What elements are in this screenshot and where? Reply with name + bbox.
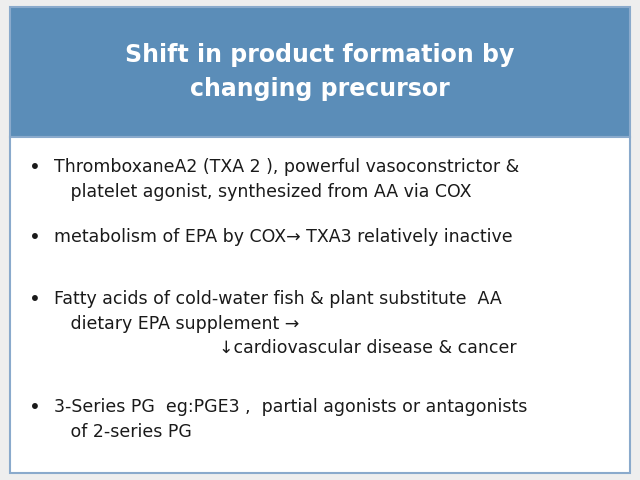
- FancyBboxPatch shape: [10, 7, 630, 473]
- Text: •: •: [29, 398, 41, 418]
- Text: metabolism of EPA by COX→ TXA3 relatively inactive: metabolism of EPA by COX→ TXA3 relativel…: [54, 228, 513, 246]
- Text: •: •: [29, 158, 41, 178]
- Text: Shift in product formation by: Shift in product formation by: [125, 43, 515, 67]
- Text: •: •: [29, 228, 41, 247]
- Text: 3-Series PG  eg:PGE3 ,  partial agonists or antagonists
   of 2-series PG: 3-Series PG eg:PGE3 , partial agonists o…: [54, 398, 528, 441]
- Text: •: •: [29, 290, 41, 310]
- FancyBboxPatch shape: [10, 137, 630, 473]
- FancyBboxPatch shape: [10, 7, 630, 137]
- Text: Fatty acids of cold-water fish & plant substitute  AA
   dietary EPA supplement : Fatty acids of cold-water fish & plant s…: [54, 290, 517, 357]
- Text: ThromboxaneA2 (TXA 2 ), powerful vasoconstrictor &
   platelet agonist, synthesi: ThromboxaneA2 (TXA 2 ), powerful vasocon…: [54, 158, 520, 201]
- Text: changing precursor: changing precursor: [190, 77, 450, 101]
